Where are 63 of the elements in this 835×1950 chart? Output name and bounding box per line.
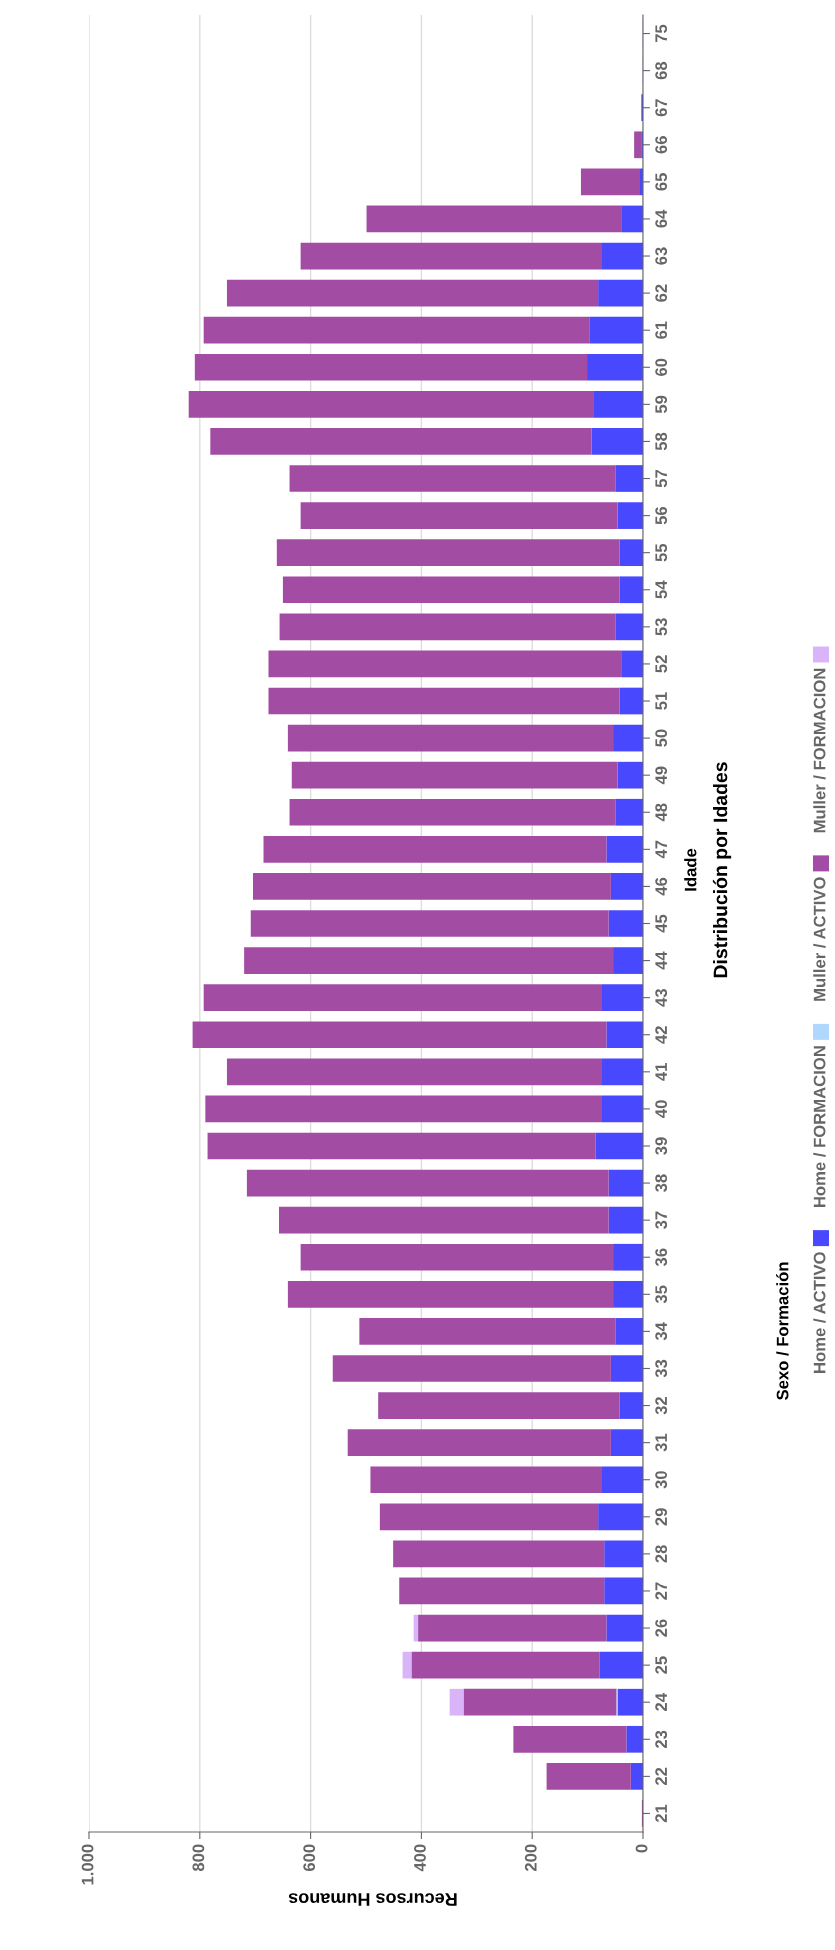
y-tick-label: 36 <box>655 1248 668 1267</box>
y-tick-label: 60 <box>655 358 668 376</box>
x-tick-label: 1.000 <box>81 1844 94 1885</box>
y-tick-label: 65 <box>655 173 668 191</box>
y-axis-title: Idade <box>684 848 697 891</box>
y-tick-label: 66 <box>655 136 668 154</box>
legend-title: Sexo / Formación <box>776 1262 789 1400</box>
y-tick-label: 33 <box>655 1359 668 1378</box>
y-tick-label: 63 <box>655 247 668 265</box>
y-tick-label: 50 <box>655 729 668 747</box>
y-tick-label: 54 <box>655 580 668 599</box>
y-tick-label: 46 <box>655 877 668 896</box>
y-tick-label: 62 <box>655 284 668 302</box>
x-axis-title: Recursos Humanos <box>288 1893 457 1906</box>
y-tick-label: 27 <box>655 1582 667 1600</box>
y-tick-label: 61 <box>655 321 668 339</box>
y-tick-label: 31 <box>655 1433 668 1452</box>
y-tick-label: 75 <box>655 24 668 43</box>
y-tick-label: 39 <box>655 1137 668 1155</box>
y-tick-label: 38 <box>655 1174 668 1192</box>
x-tick-label: 400 <box>414 1844 426 1872</box>
y-tick-label: 29 <box>655 1508 668 1526</box>
y-tick-label: 48 <box>655 803 668 822</box>
text: Distribución por Idades <box>712 762 732 978</box>
y-tick-label: 35 <box>655 1285 668 1304</box>
x-tick-label: 600 <box>303 1844 316 1871</box>
y-tick-label: 58 <box>655 432 668 451</box>
y-tick-label: 30 <box>655 1471 668 1489</box>
y-tick-label: 26 <box>655 1619 668 1637</box>
y-tick-label: 47 <box>655 840 667 859</box>
y-tick-label: 40 <box>655 1100 668 1118</box>
legend-label: Home / FORMACION <box>813 1046 826 1208</box>
y-tick-label: 44 <box>655 951 667 970</box>
y-tick-label: 22 <box>655 1767 667 1786</box>
y-tick-label: 64 <box>655 209 668 228</box>
y-tick-label: 55 <box>655 543 668 562</box>
y-tick-label: 43 <box>655 989 668 1007</box>
y-tick-label: 21 <box>655 1804 667 1823</box>
y-tick-label: 23 <box>655 1730 668 1748</box>
y-tick-label: 32 <box>655 1396 668 1415</box>
y-tick-label: 41 <box>655 1063 667 1081</box>
y-tick-label: 56 <box>655 506 668 525</box>
y-tick-label: 68 <box>655 61 668 80</box>
y-tick-label: 52 <box>655 655 668 673</box>
x-tick-label: 800 <box>192 1844 205 1872</box>
y-tick-label: 34 <box>655 1322 668 1341</box>
y-tick-label: 51 <box>655 692 668 710</box>
y-tick-label: 67 <box>655 99 668 117</box>
x-tick-label: 0 <box>635 1844 648 1853</box>
y-tick-label: 42 <box>655 1026 667 1044</box>
y-tick-label: 25 <box>655 1656 668 1674</box>
y-tick-label: 24 <box>655 1693 667 1711</box>
legend-label: Muller / ACTIVO <box>813 877 826 1001</box>
y-tick-label: 59 <box>655 395 668 414</box>
y-tick-label: 45 <box>655 914 668 933</box>
y-tick-label: 37 <box>655 1211 668 1230</box>
y-tick-label: 28 <box>655 1545 668 1563</box>
y-tick-label: 57 <box>655 469 668 488</box>
y-tick-label: 49 <box>655 766 668 785</box>
legend-label: Home / ACTIVO <box>813 1252 826 1373</box>
y-tick-label: 53 <box>655 618 668 636</box>
x-tick-label: 200 <box>524 1844 537 1872</box>
legend-label: Muller / FORMACION <box>813 668 826 833</box>
